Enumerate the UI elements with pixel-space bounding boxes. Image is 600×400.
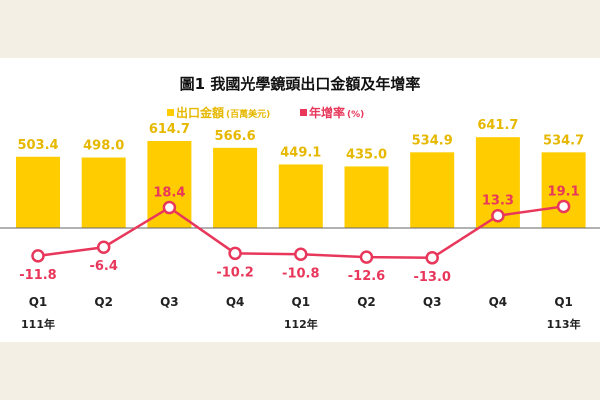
bar-export-0 <box>16 156 60 228</box>
bar-value-label-4: 449.1 <box>280 145 321 160</box>
category-label-8: Q1 <box>554 295 573 309</box>
category-label-2: Q3 <box>160 295 179 309</box>
category-label-1: Q2 <box>94 295 113 309</box>
growth-rate-label-6: -13.0 <box>413 270 450 285</box>
growth-rate-label-2: 18.4 <box>153 186 185 201</box>
chart-svg: 圖1 我國光學鏡頭出口金額及年增率 出口金額 (百萬美元) 年增率 (%) 50… <box>0 75 600 331</box>
bar-value-label-5: 435.0 <box>346 147 387 162</box>
bar-export-1 <box>81 157 126 228</box>
year-label-0: 111年 <box>21 317 55 331</box>
bar-export-2 <box>147 141 192 228</box>
category-label-0: Q1 <box>29 295 48 309</box>
growth-rate-point-0 <box>31 249 45 263</box>
year-label-2: 113年 <box>547 317 581 331</box>
category-label-3: Q4 <box>226 295 245 309</box>
legend-swatch-growth <box>300 109 307 116</box>
bar-value-label-1: 498.0 <box>83 139 124 154</box>
growth-rate-label-7: 13.3 <box>482 194 514 209</box>
x-axis: Q1 Q2 Q3 Q4 Q1 Q2 Q3 Q4 Q1 111年 112年 113年 <box>21 295 581 331</box>
legend-unit-growth: (%) <box>347 110 364 120</box>
category-label-7: Q4 <box>489 295 508 309</box>
growth-rate-label-5: -12.6 <box>348 269 385 284</box>
line-series: -11.8 -6.4 18.4 -10.2 -10.8 -12.6 -13.0 13.3 19.… <box>19 184 579 284</box>
growth-rate-point-8 <box>556 199 571 214</box>
legend: 出口金額 (百萬美元) 年增率 (%) <box>167 105 364 120</box>
chart-panel: 圖1 我國光學鏡頭出口金額及年增率 出口金額 (百萬美元) 年增率 (%) 50… <box>0 58 600 342</box>
growth-rate-point-5 <box>359 250 374 264</box>
bar-value-label-0: 503.4 <box>17 138 58 153</box>
growth-rate-label-4: -10.8 <box>282 266 319 281</box>
bar-value-label-3: 566.6 <box>215 129 256 144</box>
bar-export-6 <box>410 152 455 228</box>
bar-value-label-7: 641.7 <box>477 118 518 133</box>
growth-rate-point-4 <box>294 247 308 262</box>
growth-rate-point-7 <box>491 208 505 223</box>
bar-export-4 <box>278 164 323 228</box>
category-label-4: Q1 <box>292 295 311 309</box>
category-label-5: Q2 <box>357 295 376 309</box>
legend-swatch-export <box>167 109 174 116</box>
growth-rate-point-6 <box>425 251 439 265</box>
legend-label-growth: 年增率 <box>309 105 345 120</box>
bar-value-label-6: 534.9 <box>412 133 453 148</box>
growth-rate-label-0: -11.8 <box>19 268 56 283</box>
legend-label-export: 出口金額 <box>176 105 224 120</box>
growth-rate-point-3 <box>228 246 242 261</box>
year-label-1: 112年 <box>284 317 318 331</box>
growth-rate-label-8: 19.1 <box>548 184 580 199</box>
bar-export-8 <box>541 152 586 228</box>
growth-rate-point-2 <box>162 200 177 215</box>
bar-export-3 <box>213 147 258 228</box>
growth-rate-label-3: -10.2 <box>216 265 253 280</box>
bar-value-label-8: 534.7 <box>543 133 584 148</box>
growth-rate-label-1: -6.4 <box>89 259 117 274</box>
legend-unit-export: (百萬美元) <box>226 108 270 120</box>
growth-rate-point-1 <box>96 240 111 254</box>
bar-value-label-2: 614.7 <box>149 122 190 137</box>
chart-title: 圖1 我國光學鏡頭出口金額及年增率 <box>180 75 421 93</box>
bar-export-5 <box>344 166 389 228</box>
category-label-6: Q3 <box>423 295 442 309</box>
